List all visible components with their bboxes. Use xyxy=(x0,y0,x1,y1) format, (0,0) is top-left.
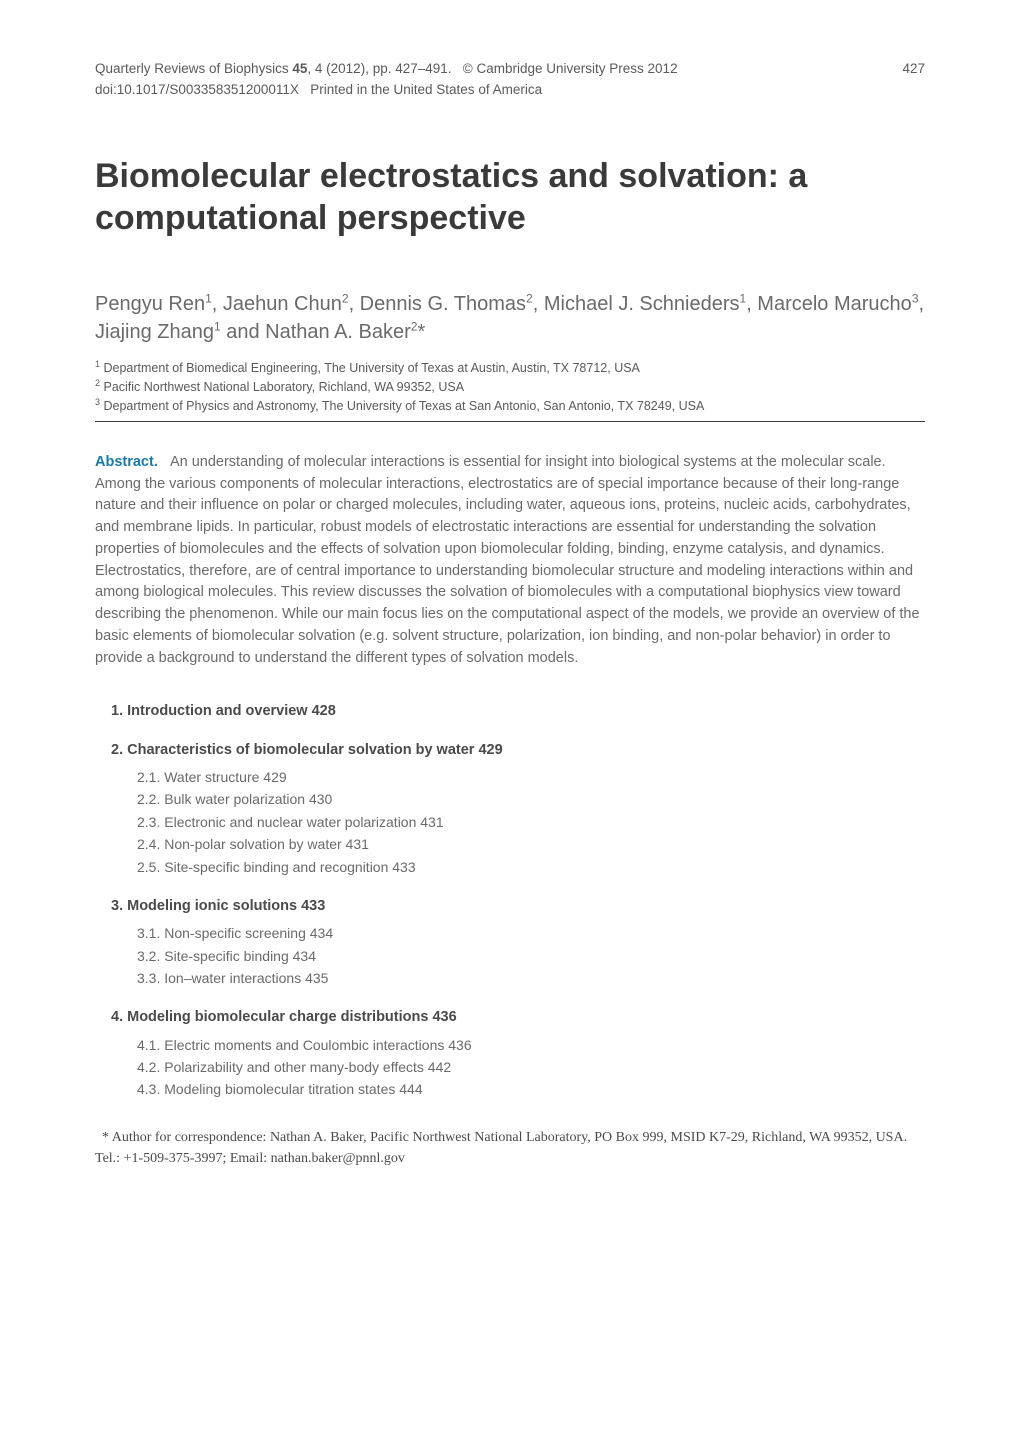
toc-subitem: 3.2. Site-specific binding 434 xyxy=(95,945,925,967)
copyright: © Cambridge University Press 2012 xyxy=(463,61,678,76)
printed: Printed in the United States of America xyxy=(310,82,542,97)
volume: 45 xyxy=(292,61,307,76)
divider xyxy=(95,421,925,422)
toc-subitem: 4.3. Modeling biomolecular titration sta… xyxy=(95,1078,925,1100)
toc-subitem: 3.1. Non-specific screening 434 xyxy=(95,922,925,944)
toc-section: 3. Modeling ionic solutions 433 3.1. Non-… xyxy=(95,896,925,989)
toc-section: 4. Modeling biomolecular charge distribu… xyxy=(95,1007,925,1100)
journal-name: Quarterly Reviews of Biophysics xyxy=(95,61,289,76)
toc-section: 1. Introduction and overview 428 xyxy=(95,701,925,721)
toc-subitem: 4.1. Electric moments and Coulombic inte… xyxy=(95,1034,925,1056)
abstract: Abstract. An understanding of molecular … xyxy=(95,452,925,670)
affiliation: 3 Department of Physics and Astronomy, T… xyxy=(95,396,925,415)
toc-section: 2. Characteristics of biomolecular solva… xyxy=(95,740,925,878)
issue: 4 xyxy=(315,61,323,76)
toc-subitem: 2.2. Bulk water polarization 430 xyxy=(95,788,925,810)
abstract-text: An understanding of molecular interactio… xyxy=(95,454,920,666)
correspondence-text: * Author for correspondence: Nathan A. B… xyxy=(95,1130,907,1166)
journal-header: Quarterly Reviews of Biophysics 45, 4 (2… xyxy=(95,60,925,79)
toc-subitem: 2.1. Water structure 429 xyxy=(95,766,925,788)
toc-heading: 1. Introduction and overview 428 xyxy=(95,701,925,721)
year: 2012 xyxy=(331,61,361,76)
doi: doi:10.1017/S003358351200011X xyxy=(95,82,299,97)
pages: pp. 427–491 xyxy=(373,61,448,76)
toc-heading: 2. Characteristics of biomolecular solva… xyxy=(95,740,925,760)
table-of-contents: 1. Introduction and overview 428 2. Chara… xyxy=(95,701,925,1100)
toc-subitem: 2.3. Electronic and nuclear water polari… xyxy=(95,811,925,833)
correspondence: * Author for correspondence: Nathan A. B… xyxy=(95,1127,925,1169)
toc-subitem: 2.5. Site-specific binding and recogniti… xyxy=(95,856,925,878)
article-title: Biomolecular electrostatics and solvatio… xyxy=(95,155,925,240)
toc-subitem: 4.2. Polarizability and other many-body … xyxy=(95,1056,925,1078)
toc-subitem: 2.4. Non-polar solvation by water 431 xyxy=(95,833,925,855)
toc-heading: 4. Modeling biomolecular charge distribu… xyxy=(95,1007,925,1027)
abstract-label: Abstract. xyxy=(95,454,158,470)
toc-heading: 3. Modeling ionic solutions 433 xyxy=(95,896,925,916)
page-number: 427 xyxy=(902,60,925,79)
toc-subitem: 3.3. Ion–water interactions 435 xyxy=(95,967,925,989)
doi-line: doi:10.1017/S003358351200011X Printed in… xyxy=(95,81,925,100)
affiliations: 1 Department of Biomedical Engineering, … xyxy=(95,358,925,415)
affiliation: 2 Pacific Northwest National Laboratory,… xyxy=(95,377,925,396)
journal-citation: Quarterly Reviews of Biophysics 45, 4 (2… xyxy=(95,60,678,79)
affiliation: 1 Department of Biomedical Engineering, … xyxy=(95,358,925,377)
authors: Pengyu Ren1, Jaehun Chun2, Dennis G. Tho… xyxy=(95,290,925,346)
